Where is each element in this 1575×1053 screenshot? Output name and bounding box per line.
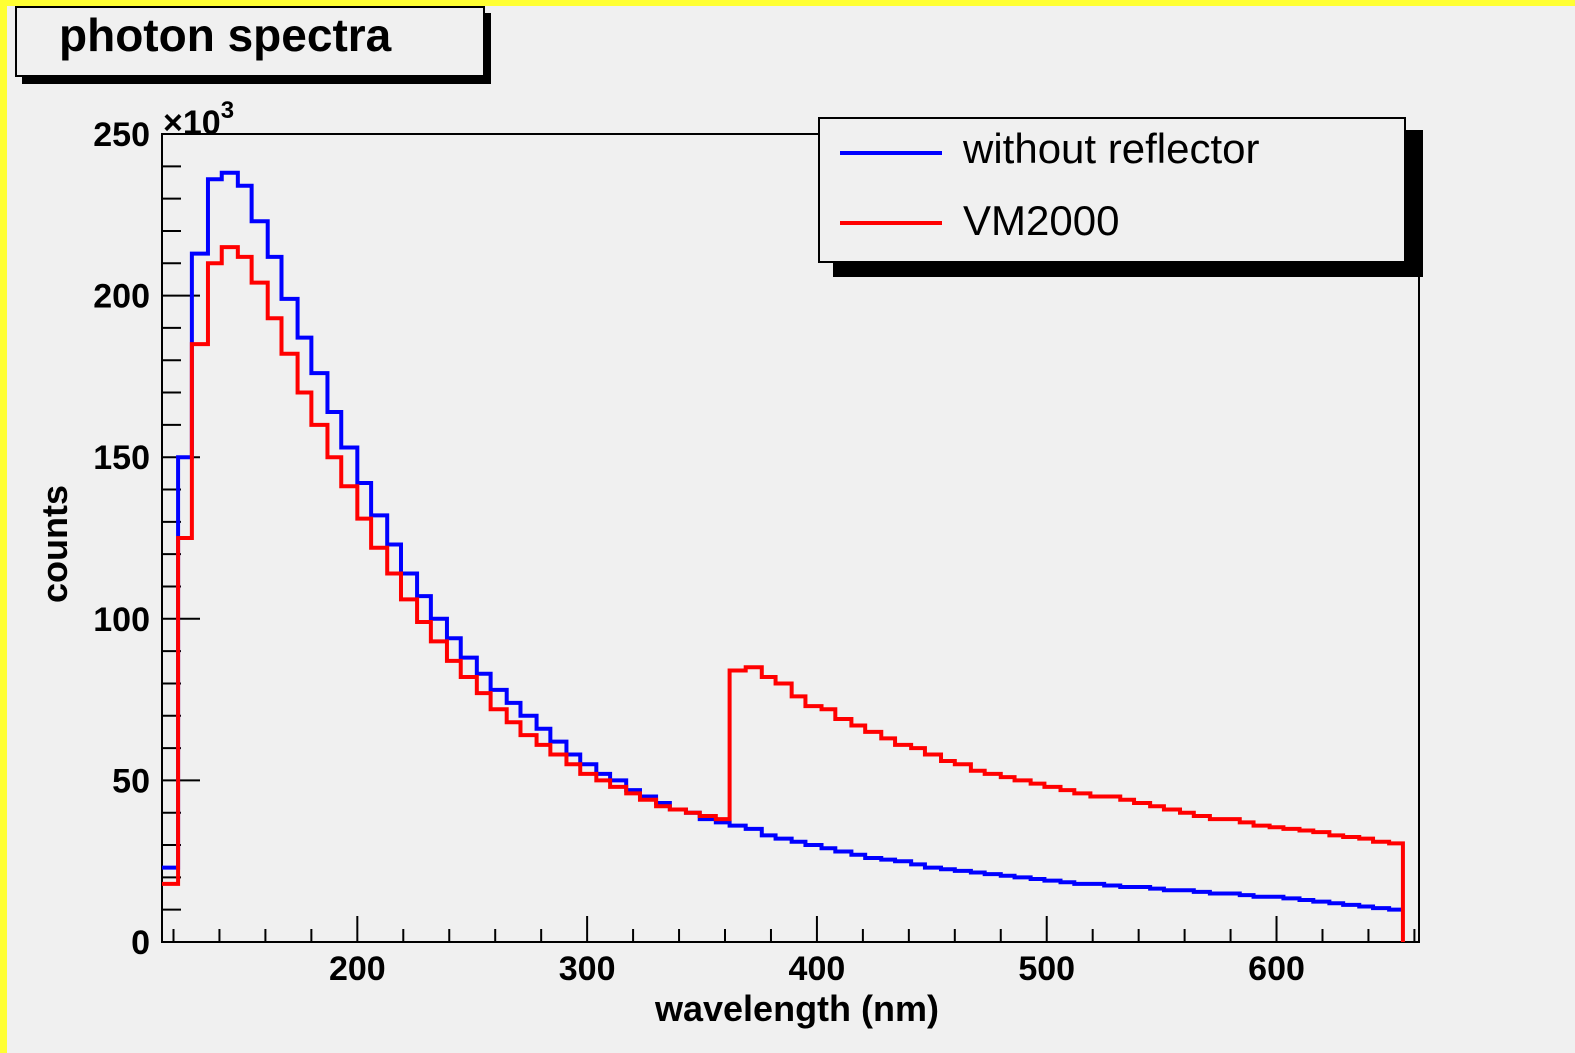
y-multiplier: ×103 xyxy=(163,97,234,142)
chart-title: photon spectra xyxy=(59,9,392,61)
legend-label-without-reflector: without reflector xyxy=(962,125,1259,172)
y-tick-label: 250 xyxy=(93,116,150,154)
y-multiplier-base: ×10 xyxy=(163,104,221,142)
axis-ticks xyxy=(162,133,1416,943)
series-line-without-reflector xyxy=(162,170,1403,912)
y-multiplier-exponent: 3 xyxy=(221,97,234,124)
title-box-frame xyxy=(15,6,485,77)
legend: without reflector VM2000 xyxy=(818,117,1423,277)
legend-frame xyxy=(818,117,1406,263)
y-tick-label: 200 xyxy=(93,278,150,316)
y-axis-title: counts xyxy=(34,485,75,603)
series-line-vm2000 xyxy=(162,245,1405,942)
plot-frame xyxy=(161,133,1420,943)
series-layer xyxy=(162,170,1405,942)
x-tick-label: 400 xyxy=(789,950,846,988)
x-tick-label: 200 xyxy=(329,950,386,988)
x-axis-title: wavelength (nm) xyxy=(654,988,939,1029)
axis-tick-labels: 200 300 400 500 600 0 50 100 150 200 250 xyxy=(93,116,1305,988)
y-tick-label: 0 xyxy=(131,924,150,962)
y-tick-label: 100 xyxy=(93,601,150,639)
x-tick-label: 600 xyxy=(1248,950,1305,988)
plot-canvas: photon spectra 200 300 400 500 600 0 50 100 150 2… xyxy=(7,6,1575,1053)
y-tick-label: 150 xyxy=(93,439,150,477)
title-box: photon spectra xyxy=(15,6,491,84)
x-tick-label: 500 xyxy=(1018,950,1075,988)
chart-svg: photon spectra 200 300 400 500 6000501001502… xyxy=(15,6,1423,1029)
legend-label-vm2000: VM2000 xyxy=(963,197,1119,244)
y-tick-label: 50 xyxy=(112,762,150,800)
x-tick-label: 300 xyxy=(559,950,616,988)
